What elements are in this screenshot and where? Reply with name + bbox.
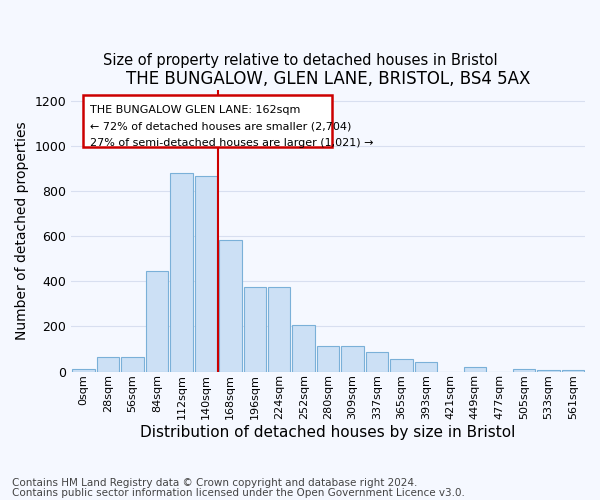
Bar (219, 240, 242, 372)
Bar (390, 359, 413, 372)
Text: Contains HM Land Registry data © Crown copyright and database right 2024.: Contains HM Land Registry data © Crown c… (12, 478, 418, 488)
Text: THE BUNGALOW GLEN LANE: 162sqm: THE BUNGALOW GLEN LANE: 162sqm (90, 105, 301, 115)
Bar (464, 368, 486, 372)
Bar (97, 357, 119, 372)
Text: 27% of semi-detached houses are larger (1,021) →: 27% of semi-detached houses are larger (… (90, 138, 374, 147)
Bar (244, 287, 266, 372)
Bar (537, 370, 560, 372)
Bar (317, 346, 340, 372)
Y-axis label: Number of detached properties: Number of detached properties (15, 121, 29, 340)
Bar (121, 357, 144, 372)
Text: Contains public sector information licensed under the Open Government Licence v3: Contains public sector information licen… (12, 488, 465, 498)
Title: THE BUNGALOW, GLEN LANE, BRISTOL, BS4 5AX: THE BUNGALOW, GLEN LANE, BRISTOL, BS4 5A… (126, 70, 530, 88)
Bar (366, 352, 388, 372)
Bar (512, 370, 535, 372)
Bar (341, 346, 364, 372)
Bar (170, 173, 193, 372)
Bar (72, 370, 95, 372)
Text: ← 72% of detached houses are smaller (2,704): ← 72% of detached houses are smaller (2,… (90, 122, 352, 132)
X-axis label: Distribution of detached houses by size in Bristol: Distribution of detached houses by size … (140, 425, 516, 440)
Bar (415, 362, 437, 372)
Bar (268, 287, 290, 372)
Text: Size of property relative to detached houses in Bristol: Size of property relative to detached ho… (103, 52, 497, 68)
Bar (562, 370, 584, 372)
Bar (292, 326, 315, 372)
Bar (146, 271, 168, 372)
FancyBboxPatch shape (83, 95, 332, 148)
Bar (194, 176, 217, 372)
